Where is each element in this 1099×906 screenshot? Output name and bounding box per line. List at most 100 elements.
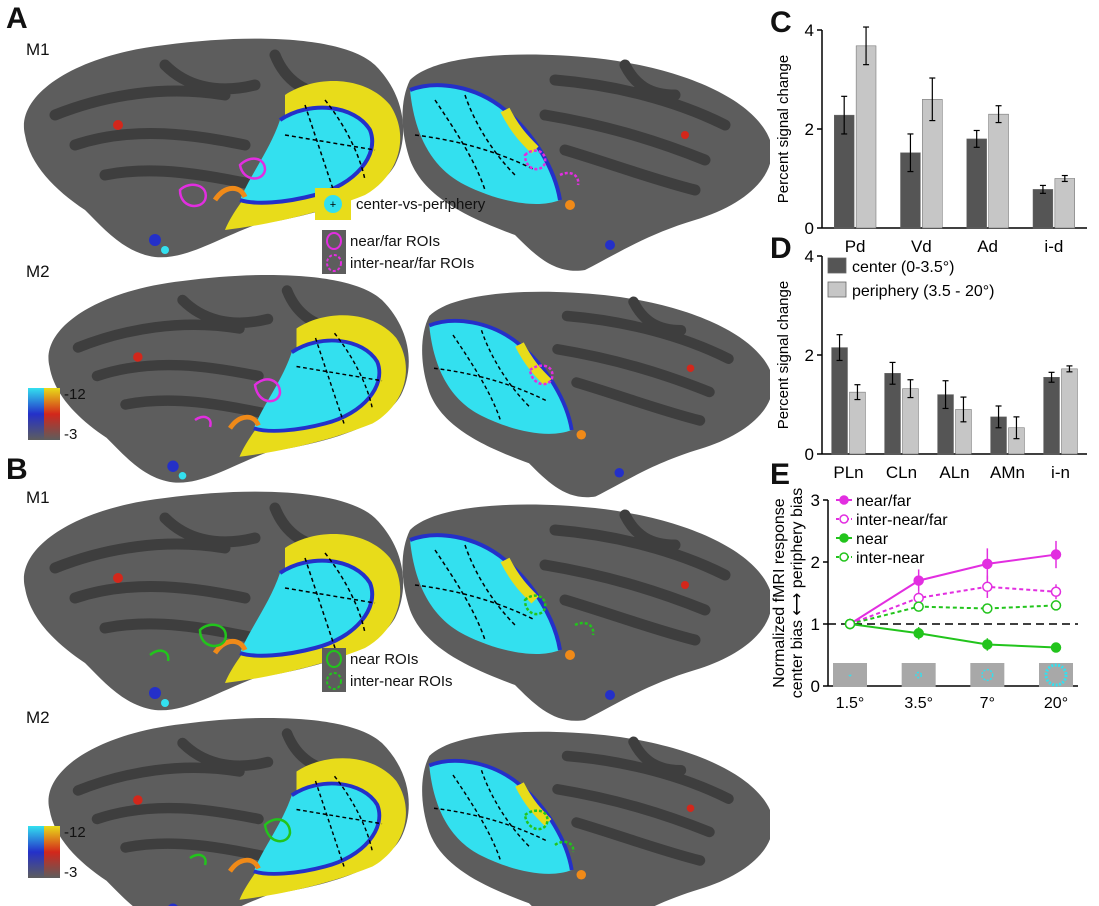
data-point	[913, 575, 924, 586]
legend-marker	[839, 533, 849, 543]
panel-letter-e: E	[770, 458, 791, 491]
bar	[849, 391, 866, 455]
colorbar-b-max: -12	[64, 824, 86, 841]
bar	[966, 138, 987, 229]
data-point	[1050, 549, 1062, 560]
svg-text:+: +	[330, 199, 336, 211]
bar	[902, 388, 919, 455]
data-point	[982, 639, 993, 650]
legend-marker	[839, 514, 849, 524]
stimulus-thumbnail	[1039, 663, 1073, 687]
x-tick-label: i-d	[1044, 237, 1063, 255]
y-axis-label-bottom: center bias ⟷ periphery bias	[789, 488, 806, 699]
bar	[855, 45, 877, 229]
series-line	[849, 623, 1057, 649]
x-tick-label: PLn	[833, 463, 863, 481]
legend-label: center (0-3.5°)	[852, 259, 954, 276]
y-tick-label: 1	[811, 615, 820, 634]
data-point	[982, 581, 993, 593]
stimulus-pattern	[848, 673, 852, 677]
bar	[1043, 377, 1060, 455]
y-axis-label: Percent signal change	[775, 55, 792, 203]
series-line	[849, 553, 1057, 625]
series-line	[849, 585, 1057, 625]
y-tick-label: 4	[805, 21, 814, 40]
data-point	[982, 603, 993, 614]
x-tick-label: ALn	[939, 463, 969, 481]
y-tick-label: 2	[811, 553, 820, 572]
colorbar-a-negative	[28, 388, 44, 440]
x-tick-label: Ad	[977, 237, 998, 255]
legend-label: inter-near	[856, 550, 925, 567]
stimulus-pattern	[1044, 663, 1068, 687]
legend-center-periphery: center-vs-periphery	[356, 196, 486, 213]
legend-swatch	[827, 257, 847, 274]
legend-label: inter-near/far	[856, 512, 948, 529]
x-tick-label: CLn	[886, 463, 917, 481]
legend-near-rois: near ROIs	[350, 651, 419, 668]
bar	[831, 347, 848, 455]
y-tick-label: 0	[805, 445, 814, 464]
data-point	[913, 592, 924, 604]
monkey-label-a-m1: M1	[26, 40, 50, 59]
x-tick-label: Pd	[845, 237, 866, 255]
colorbar-b-min: -3	[64, 864, 78, 881]
data-point	[1050, 586, 1062, 598]
y-axis-label-top: Normalized fMRI response	[771, 498, 788, 688]
stimulus-thumbnail	[901, 663, 936, 687]
bar	[1061, 368, 1078, 455]
colorbar-a-min: -3	[64, 426, 78, 443]
x-tick-label: Vd	[911, 237, 932, 255]
legend-label: near	[856, 531, 889, 548]
y-tick-label: 0	[805, 219, 814, 238]
y-tick-label: 4	[805, 247, 814, 266]
panel-letter-d: D	[770, 232, 792, 265]
legend-marker	[839, 495, 849, 505]
data-point	[844, 618, 856, 630]
data-point	[1050, 600, 1062, 611]
series-line	[849, 604, 1057, 625]
monkey-label-b-m1: M1	[26, 488, 50, 507]
data-point	[913, 601, 924, 612]
data-point	[1050, 642, 1062, 653]
x-tick-label: 20°	[1044, 695, 1068, 708]
x-tick-label: 7°	[980, 695, 995, 708]
panel-letter-a: A	[6, 2, 28, 35]
stimulus-pattern	[981, 668, 994, 682]
bar	[884, 373, 901, 455]
x-tick-label: 1.5°	[836, 695, 865, 708]
legend-inter-nearfar-rois: inter-near/far ROIs	[350, 255, 475, 272]
bar	[988, 113, 1009, 229]
chart-d: 0 2 4 Percent signal change PLn CLn ALn AMn i-n c…	[775, 247, 1087, 481]
stimulus-pattern	[915, 671, 923, 679]
data-point	[982, 558, 993, 570]
chart-e: 0 1 2 3 Normalized fMRI response center bias …	[771, 488, 1078, 708]
bar	[1032, 189, 1054, 229]
data-point	[913, 628, 924, 639]
x-tick-label: AMn	[990, 463, 1025, 481]
monkey-label-a-m2: M2	[26, 262, 50, 281]
legend-label: periphery (3.5 - 20°)	[852, 283, 994, 300]
monkey-label-b-m2: M2	[26, 708, 50, 727]
x-tick-label: i-n	[1051, 463, 1070, 481]
panel-letter-b: B	[6, 453, 28, 486]
legend-nearfar-rois: near/far ROIs	[350, 233, 441, 250]
y-axis-label: Percent signal change	[775, 281, 792, 429]
colorbar-b-negative	[28, 826, 44, 878]
chart-c: 0 2 4 Percent signal change Pd Vd Ad i-d	[775, 21, 1087, 255]
y-tick-label: 2	[805, 346, 814, 365]
y-tick-label: 0	[811, 677, 820, 696]
colorbar-a-max: -12	[64, 386, 86, 403]
colorbar-b-positive	[44, 826, 60, 878]
legend-marker	[839, 552, 849, 562]
panel-letter-c: C	[770, 6, 792, 39]
y-tick-label: 3	[811, 491, 820, 510]
legend-inter-near-rois: inter-near ROIs	[350, 673, 453, 690]
stimulus-thumbnail	[970, 663, 1005, 687]
bar	[1054, 178, 1075, 229]
x-tick-label: 3.5°	[904, 695, 933, 708]
legend-swatch	[827, 281, 847, 298]
colorbar-a-positive	[44, 388, 60, 440]
brain-surfaces: +	[0, 0, 770, 906]
y-tick-label: 2	[805, 120, 814, 139]
